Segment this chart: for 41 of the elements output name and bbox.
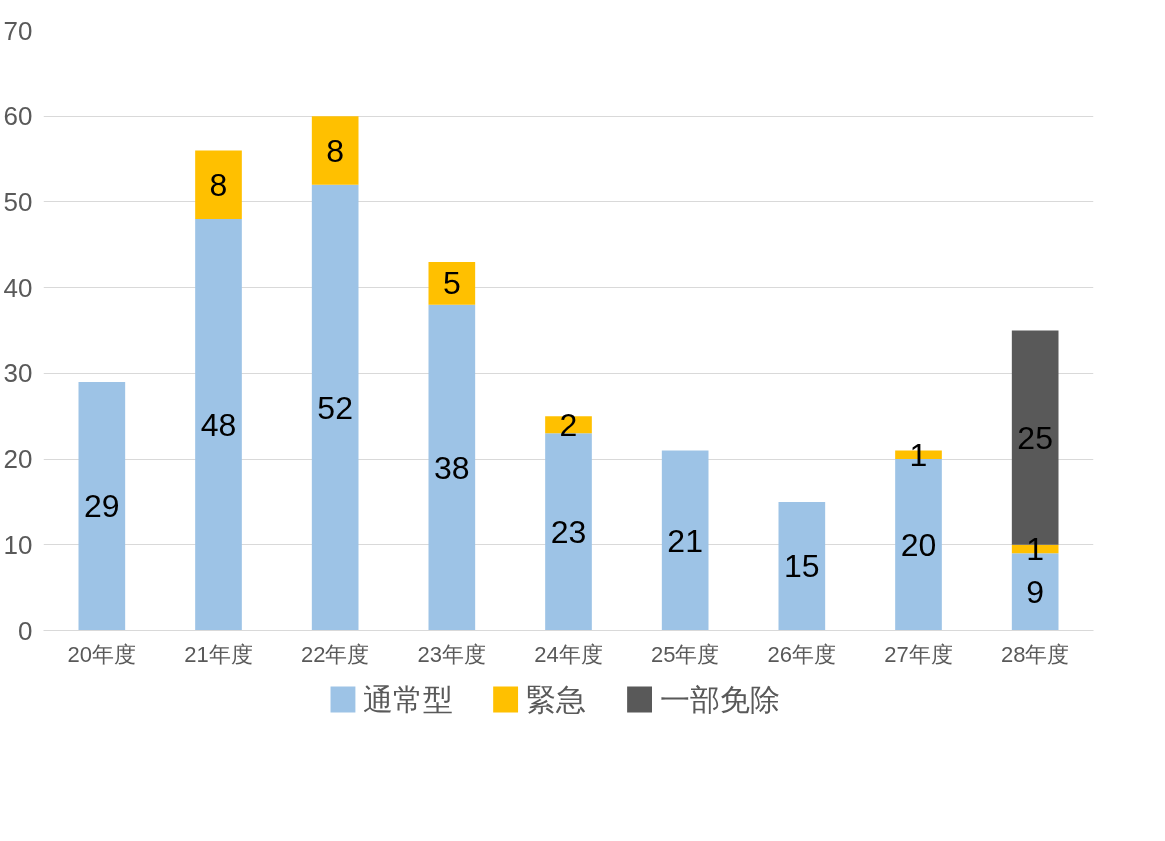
data-label: 25: [1017, 419, 1053, 456]
y-tick-label: 70: [3, 15, 33, 46]
data-label: 38: [434, 449, 470, 486]
bar: [428, 304, 476, 631]
bar: [311, 184, 359, 631]
bar: [78, 381, 126, 631]
data-label: 9: [1026, 573, 1045, 610]
data-label: 8: [209, 166, 228, 203]
bar: [778, 501, 826, 631]
legend-label: 通常型: [363, 683, 454, 716]
legend-label: 一部免除: [659, 683, 780, 716]
bar: [195, 219, 242, 631]
y-tick-label: 20: [3, 444, 33, 475]
data-label: 29: [84, 488, 120, 525]
data-label: 8: [326, 132, 345, 169]
legend-label: 緊急: [525, 683, 586, 716]
data-label: 5: [442, 265, 461, 302]
x-tick-label: 21年度: [184, 641, 253, 667]
data-label: 23: [550, 513, 587, 550]
bar: [661, 450, 709, 631]
data-label: 52: [317, 389, 353, 426]
bar: [311, 116, 359, 185]
data-label: 21: [667, 522, 703, 559]
y-tick-label: 0: [18, 615, 33, 646]
x-tick-label: 25年度: [650, 641, 720, 667]
x-tick-label: 27年度: [884, 641, 953, 667]
x-tick-label: 24年度: [534, 641, 603, 667]
y-tick-label: 50: [3, 186, 33, 217]
x-tick-label: 26年度: [767, 641, 837, 667]
data-label: 15: [784, 548, 820, 585]
x-tick-label: 28年度: [1000, 641, 1070, 667]
x-tick-label: 22年度: [300, 641, 370, 667]
y-tick-label: 40: [3, 272, 33, 303]
y-tick-label: 10: [3, 529, 33, 560]
data-label: 20: [900, 526, 937, 563]
x-tick-label: 23年度: [417, 641, 487, 667]
data-label: 48: [200, 406, 237, 443]
bar: [195, 150, 242, 220]
y-tick-label: 30: [3, 358, 33, 389]
y-tick-label: 60: [3, 101, 33, 132]
x-tick-label: 20年度: [67, 641, 137, 667]
